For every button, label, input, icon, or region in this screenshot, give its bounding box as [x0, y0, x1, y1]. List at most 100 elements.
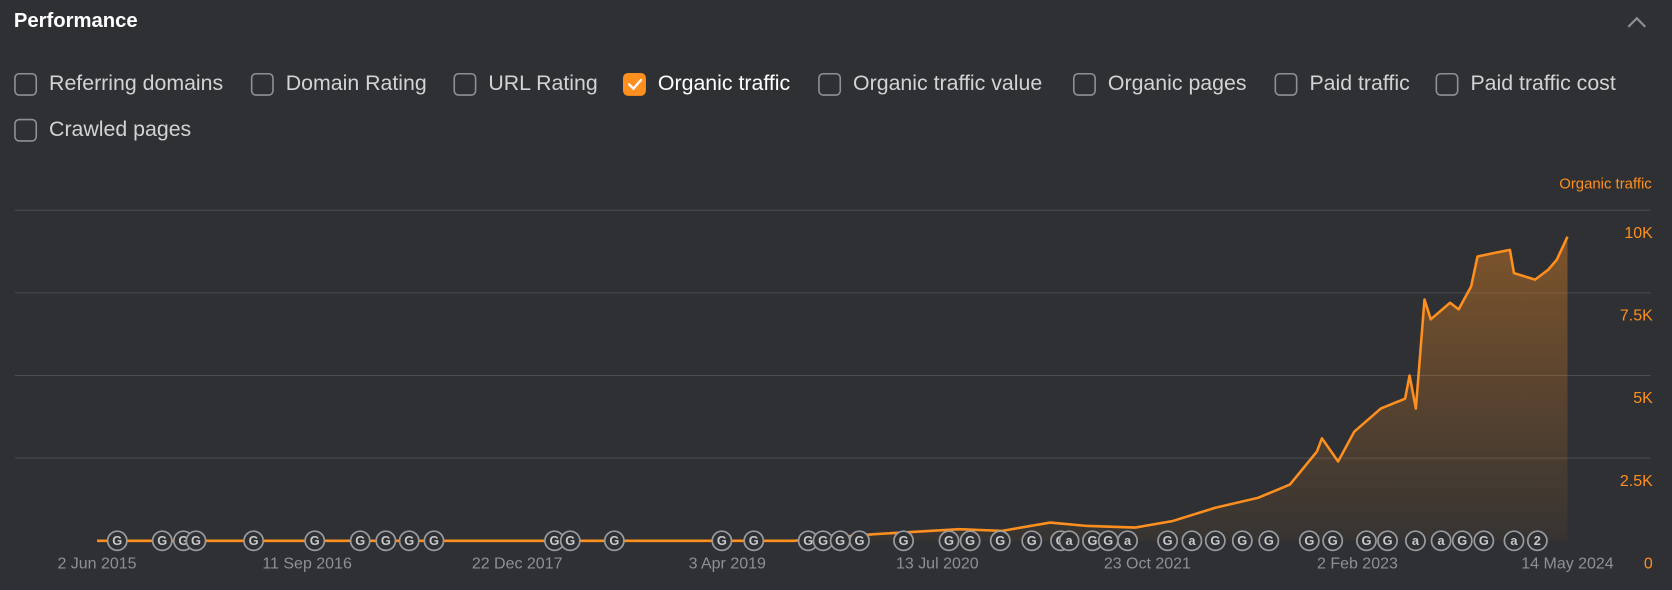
annotation-circle[interactable] [559, 530, 581, 552]
annotation-circle[interactable] [349, 530, 371, 552]
checkbox[interactable] [14, 72, 38, 96]
annotation-label[interactable]: G [1479, 533, 1489, 548]
annotation-label[interactable]: a [1412, 533, 1420, 548]
checkbox-filter[interactable]: Organic traffic [623, 71, 791, 96]
annotation-label[interactable]: G [1103, 533, 1113, 548]
checkbox[interactable] [250, 72, 274, 96]
checkbox[interactable] [14, 118, 38, 142]
annotation-label[interactable]: G [944, 533, 954, 548]
annotation-label[interactable]: G [995, 533, 1005, 548]
annotation-marker[interactable]: a [1430, 530, 1452, 552]
annotation-marker[interactable]: G [1298, 530, 1320, 552]
annotation-circle[interactable] [1204, 530, 1226, 552]
annotation-circle[interactable] [1181, 530, 1203, 552]
annotation-label[interactable]: G [1264, 533, 1274, 548]
annotation-circle[interactable] [375, 530, 397, 552]
annotation-label[interactable]: G [404, 533, 414, 548]
annotation-label[interactable]: G [1210, 533, 1220, 548]
annotation-label[interactable]: G [749, 533, 759, 548]
annotation-circle[interactable] [603, 530, 625, 552]
annotation-marker[interactable]: G [989, 530, 1011, 552]
annotation-marker[interactable]: G [893, 530, 915, 552]
checkbox-filter[interactable]: Paid traffic [1274, 71, 1410, 96]
annotation-circle[interactable] [1157, 530, 1179, 552]
annotation-marker[interactable]: G [711, 530, 733, 552]
annotation-circle[interactable] [398, 530, 420, 552]
annotation-circle[interactable] [1430, 530, 1452, 552]
checkbox-label[interactable]: Organic traffic value [853, 71, 1042, 95]
annotation-circle[interactable] [243, 530, 265, 552]
annotation-marker[interactable]: a [1503, 530, 1525, 552]
annotation-circle[interactable] [423, 530, 445, 552]
checkbox-filter[interactable]: Paid traffic cost [1435, 71, 1616, 96]
checkbox-filter[interactable]: Organic traffic value [818, 71, 1042, 96]
annotation-marker[interactable]: G [375, 530, 397, 552]
annotation-circle[interactable] [938, 530, 960, 552]
annotation-circle[interactable] [711, 530, 733, 552]
annotation-marker[interactable]: G [1021, 530, 1043, 552]
annotation-circle[interactable] [106, 530, 128, 552]
annotation-marker[interactable]: G [1473, 530, 1495, 552]
checkbox[interactable] [818, 72, 842, 96]
annotation-label[interactable]: G [550, 533, 560, 548]
annotation-label[interactable]: a [1188, 533, 1196, 548]
annotation-circle[interactable] [1258, 530, 1280, 552]
checkbox-filter[interactable]: Organic pages [1072, 71, 1247, 96]
checkbox[interactable] [1072, 72, 1096, 96]
annotation-marker[interactable]: G [304, 530, 326, 552]
annotation-label[interactable]: G [1361, 533, 1371, 548]
annotation-circle[interactable] [1473, 530, 1495, 552]
annotation-circle[interactable] [185, 530, 207, 552]
annotation-label[interactable]: G [965, 533, 975, 548]
checkbox[interactable] [1435, 72, 1459, 96]
annotation-marker[interactable]: G [185, 530, 207, 552]
annotation-label[interactable]: a [1438, 533, 1446, 548]
annotation-marker[interactable]: G [849, 530, 870, 552]
annotation-label[interactable]: G [429, 533, 439, 548]
checkbox[interactable] [453, 72, 477, 96]
checkbox[interactable] [623, 72, 646, 96]
checkbox-filter[interactable]: URL Rating [453, 71, 598, 96]
annotation-circle[interactable] [1058, 530, 1080, 552]
annotation-marker[interactable]: G [1377, 530, 1399, 552]
annotation-marker[interactable]: G [1204, 530, 1226, 552]
collapse-chevron[interactable] [1627, 16, 1647, 28]
annotation-marker[interactable]: G [1157, 530, 1179, 552]
annotation-marker[interactable]: a [1405, 530, 1426, 552]
annotation-marker[interactable]: G [938, 530, 960, 552]
annotation-circle[interactable] [1377, 530, 1399, 552]
annotation-label[interactable]: G [1163, 533, 1173, 548]
annotation-label[interactable]: G [249, 533, 259, 548]
annotation-circle[interactable] [1231, 530, 1253, 552]
annotation-label[interactable]: G [310, 533, 320, 548]
annotation-circle[interactable] [849, 530, 870, 552]
annotation-circle[interactable] [1355, 530, 1377, 552]
annotation-label[interactable]: a [1066, 533, 1074, 548]
annotation-label[interactable]: G [1304, 533, 1314, 548]
annotation-label[interactable]: G [803, 533, 813, 548]
annotation-label[interactable]: G [157, 533, 167, 548]
annotation-marker[interactable]: G [1451, 530, 1473, 552]
annotation-marker[interactable]: G [1355, 530, 1377, 552]
annotation-marker[interactable]: a [1058, 530, 1080, 552]
annotation-label[interactable]: G [609, 533, 619, 548]
annotation-marker[interactable]: G [398, 530, 420, 552]
annotation-circle[interactable] [1021, 530, 1043, 552]
annotation-label[interactable]: G [178, 533, 188, 548]
annotation-circle[interactable] [1405, 530, 1426, 552]
annotation-marker[interactable]: G [544, 530, 565, 552]
annotation-circle[interactable] [1298, 530, 1320, 552]
annotation-circle[interactable] [959, 530, 981, 552]
annotation-label[interactable]: a [1510, 533, 1518, 548]
checkbox-label[interactable]: Referring domains [49, 71, 223, 95]
checkbox-label[interactable]: Domain Rating [286, 71, 427, 95]
annotation-circle[interactable] [1526, 530, 1548, 552]
annotation-label[interactable]: G [818, 533, 828, 548]
checkbox[interactable] [1274, 72, 1298, 96]
annotation-label[interactable]: G [1383, 533, 1393, 548]
annotation-circle[interactable] [1503, 530, 1525, 552]
checkbox-label[interactable]: Organic traffic [658, 71, 791, 95]
annotation-marker[interactable]: a [1117, 530, 1139, 552]
annotation-label[interactable]: G [112, 533, 122, 548]
annotation-label[interactable]: G [899, 533, 909, 548]
